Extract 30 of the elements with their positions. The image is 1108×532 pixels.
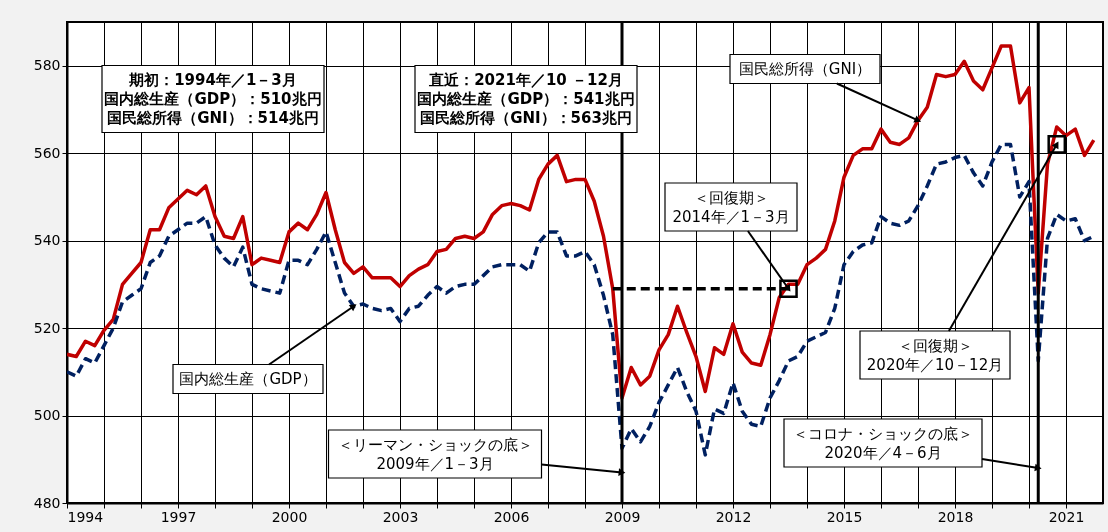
- text: 国内総生産（GDP）: [179, 370, 317, 388]
- line-series: [67, 44, 1096, 400]
- x-tick-label: 2000: [271, 508, 308, 525]
- annotation: ＜回復期＞ 2020年／10－12月: [866, 336, 1004, 374]
- annotation: 直近：2021年／10 －12月: [428, 71, 623, 89]
- y-tick-label: 580: [33, 57, 61, 74]
- annotation: 国民総所得（GNI）：563兆円: [420, 109, 632, 127]
- annotation: 国内総生産（GDP）：510兆円: [104, 90, 322, 108]
- x-tick-label: 2012: [715, 508, 752, 525]
- y-tick-label: 540: [33, 232, 61, 249]
- x-tick-label: 2018: [937, 508, 974, 525]
- text: 国民総所得（GNI）: [738, 60, 872, 78]
- y-tick-label: 480: [33, 494, 61, 511]
- annotation: 期初：1994年／1－3月: [128, 71, 297, 89]
- annotation: 国内総生産（GDP）：541兆円: [417, 90, 635, 108]
- annotation: 国民総所得（GNI）：514兆円: [107, 109, 319, 127]
- annotation: ＜コロナ・ショックの底＞ 2020年／4－6月: [793, 424, 973, 462]
- x-tick-label: 2021: [1048, 508, 1085, 525]
- annotation: ＜回復期＞ 2014年／1－3月: [672, 188, 790, 226]
- x-tick-label: 2015: [826, 508, 863, 525]
- point: [1047, 135, 1067, 154]
- y-tick-label: 520: [33, 319, 61, 336]
- annotation: ＜リーマン・ショックの底＞ 2009年／1－3月: [337, 435, 533, 473]
- x-tick-label: 1994: [67, 508, 104, 525]
- x-tick-label: 2009: [604, 508, 641, 525]
- y-tick-label: 500: [33, 407, 61, 424]
- y-tick-label: 560: [33, 144, 61, 161]
- x-tick-label: 2003: [382, 508, 419, 525]
- x-tick-label: 1997: [160, 508, 197, 525]
- x-tick-label: 2006: [493, 508, 530, 525]
